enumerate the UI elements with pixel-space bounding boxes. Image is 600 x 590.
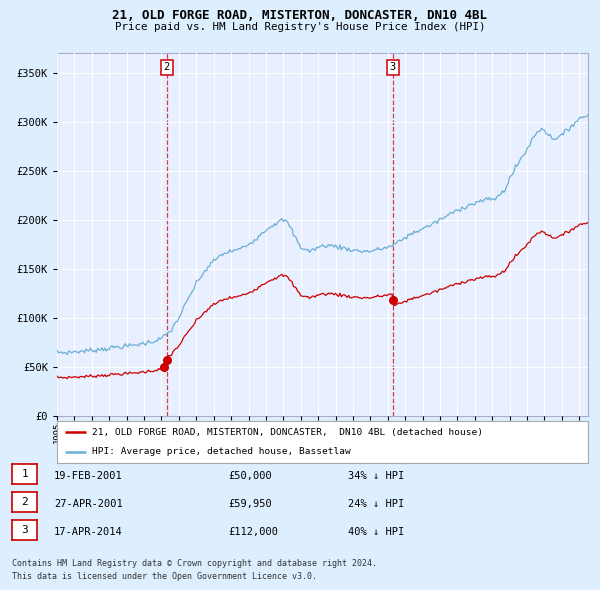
- Text: £50,000: £50,000: [228, 471, 272, 480]
- Text: Contains HM Land Registry data © Crown copyright and database right 2024.: Contains HM Land Registry data © Crown c…: [12, 559, 377, 568]
- Text: 21, OLD FORGE ROAD, MISTERTON, DONCASTER, DN10 4BL: 21, OLD FORGE ROAD, MISTERTON, DONCASTER…: [113, 9, 487, 22]
- Text: 27-APR-2001: 27-APR-2001: [54, 499, 123, 509]
- Text: HPI: Average price, detached house, Bassetlaw: HPI: Average price, detached house, Bass…: [92, 447, 350, 456]
- Text: £112,000: £112,000: [228, 527, 278, 537]
- Text: 21, OLD FORGE ROAD, MISTERTON, DONCASTER,  DN10 4BL (detached house): 21, OLD FORGE ROAD, MISTERTON, DONCASTER…: [92, 428, 482, 437]
- Text: 3: 3: [390, 62, 396, 72]
- Text: 34% ↓ HPI: 34% ↓ HPI: [348, 471, 404, 480]
- Text: This data is licensed under the Open Government Licence v3.0.: This data is licensed under the Open Gov…: [12, 572, 317, 581]
- Text: £59,950: £59,950: [228, 499, 272, 509]
- Text: 40% ↓ HPI: 40% ↓ HPI: [348, 527, 404, 537]
- Text: 2: 2: [21, 497, 28, 507]
- Text: 3: 3: [21, 526, 28, 535]
- Text: 2: 2: [164, 62, 170, 72]
- Text: 17-APR-2014: 17-APR-2014: [54, 527, 123, 537]
- Text: 24% ↓ HPI: 24% ↓ HPI: [348, 499, 404, 509]
- Text: 1: 1: [21, 469, 28, 478]
- Text: Price paid vs. HM Land Registry's House Price Index (HPI): Price paid vs. HM Land Registry's House …: [115, 22, 485, 32]
- Text: 19-FEB-2001: 19-FEB-2001: [54, 471, 123, 480]
